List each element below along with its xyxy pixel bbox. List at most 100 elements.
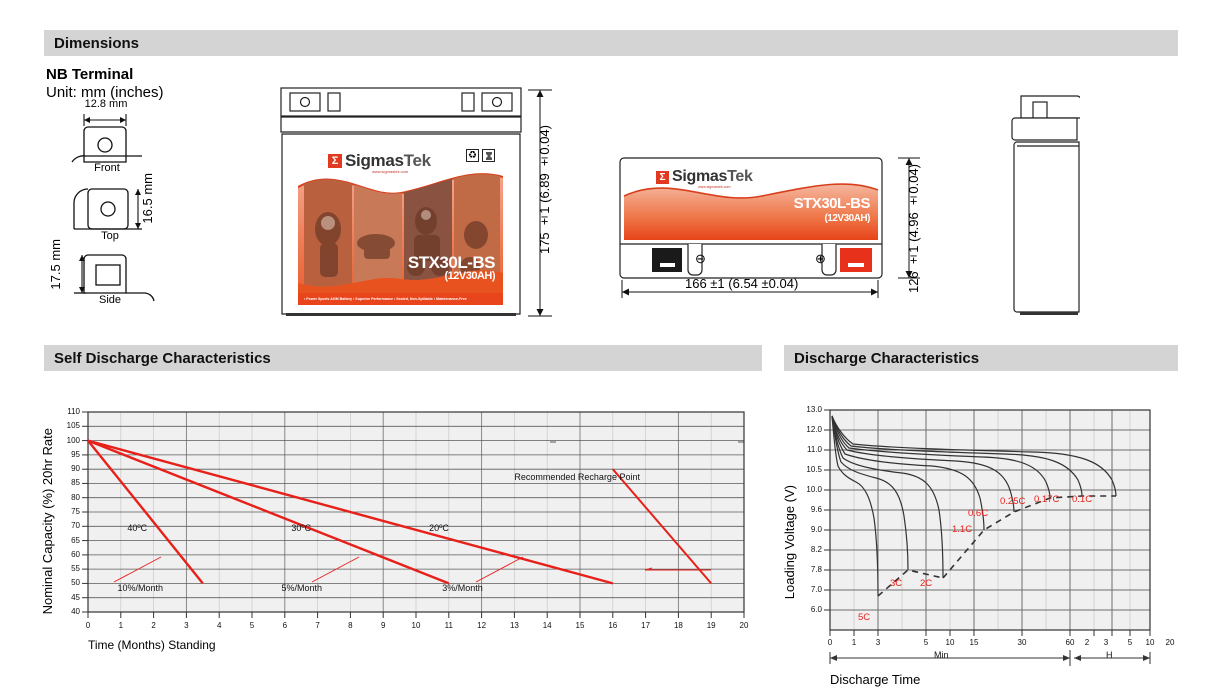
terminal-side-height-label: 17.5 mm — [48, 239, 63, 290]
x-tick-label: 10 — [1145, 638, 1155, 647]
terminal-front-label: Front — [94, 162, 120, 174]
brand-suffix: Tek — [727, 168, 753, 185]
battery-label-front: Σ SigmasTek www.sigmastek.com ♻ STX30L-B… — [298, 143, 503, 305]
y-tick-label: 55 — [71, 564, 80, 574]
y-tick-label: 95 — [71, 449, 80, 459]
battery-front-view: Σ SigmasTek www.sigmastek.com ♻ STX30L-B… — [276, 86, 526, 318]
x-tick-label: 30 — [1017, 638, 1027, 647]
x-tick-label: 4 — [216, 621, 222, 630]
brand-logo: Σ SigmasTek — [328, 151, 431, 171]
terminal-width-label: 12.8 mm — [84, 98, 128, 110]
self-discharge-ylabel: Nominal Capacity (%) 20hr Rate — [40, 428, 55, 615]
x-tick-label: 5 — [923, 638, 929, 647]
x-tick-label: 0 — [827, 638, 833, 647]
depth-dim-label: 126 ±1 (4.96 ±0.04) — [906, 164, 921, 294]
y-tick-label: 80 — [71, 492, 80, 502]
x-tick-label: 18 — [673, 621, 683, 630]
y-tick-label: 6.0 — [810, 605, 822, 614]
x-tick-label: 2 — [151, 621, 156, 630]
chart-annotation: 20ºC — [429, 523, 449, 534]
section-header-discharge: Discharge Characteristics — [784, 345, 1178, 371]
chart-annotation: 10%/Month — [117, 583, 164, 594]
x-tick-label: 5 — [1127, 638, 1133, 647]
recycle-icon: ♻ — [466, 149, 479, 162]
y-tick-label: 7.0 — [810, 585, 822, 594]
chart-annotation: 40ºC — [127, 523, 148, 534]
no-disposal-icon — [482, 149, 495, 162]
y-tick-label: 85 — [71, 478, 80, 488]
discharge-rate-label: 2C — [920, 578, 933, 589]
discharge-chart: 6.0 7.0 7.8 8.2 9.0 9.6 10.0 10.5 11.0 12.0 13.0 0… — [782, 400, 1184, 690]
discharge-rate-label: 0.17C — [1034, 494, 1060, 505]
nb-terminal-title: NB Terminal — [46, 66, 134, 83]
x-unit-min-label: Min — [934, 650, 949, 660]
y-tick-label: 40 — [71, 607, 80, 616]
x-tick-label: 12 — [477, 621, 487, 630]
brand-name: Sigmas — [672, 168, 728, 185]
chart-annotation: Recommended Recharge Point — [514, 471, 640, 482]
battery-label-top: Σ SigmasTek www.sigmastek.com STX30L-BS … — [622, 160, 880, 242]
y-tick-label: 12.0 — [806, 425, 822, 434]
y-tick-label: 10.5 — [806, 465, 822, 474]
terminal-top-label: Top — [101, 230, 119, 242]
x-tick-label: 9 — [380, 621, 386, 630]
battery-model-top: STX30L-BS (12V30AH) — [794, 195, 871, 223]
battery-tagline: • Power Sports AGM Battery • Superior Pe… — [304, 297, 467, 301]
x-tick-label: 60 — [1065, 638, 1075, 647]
y-tick-label: 60 — [71, 549, 80, 559]
battery-model-front: STX30L-BS (12V30AH) — [408, 253, 496, 283]
capacity-text: (12V30AH) — [444, 270, 495, 283]
section-title-discharge: Discharge Characteristics — [794, 349, 980, 367]
x-tick-label: 1 — [851, 638, 857, 647]
sigma-icon: Σ — [328, 154, 342, 168]
y-tick-label: 9.0 — [810, 525, 822, 534]
x-tick-label: 11 — [444, 621, 453, 630]
terminal-top-height-label: 16.5 mm — [140, 173, 155, 224]
height-dim-label: 175 ±1 (6.89 ±0.04) — [537, 125, 552, 255]
y-tick-label: 75 — [71, 507, 80, 516]
discharge-rate-label: 0.1C — [1072, 494, 1093, 505]
x-tick-label: 10 — [945, 638, 955, 647]
y-tick-label: 13.0 — [806, 405, 822, 414]
negative-terminal-symbol: ⊖ — [695, 251, 706, 266]
y-tick-label: 45 — [71, 592, 80, 602]
x-tick-label: 20 — [1165, 638, 1175, 647]
y-tick-label: 70 — [71, 521, 80, 531]
x-tick-label: 15 — [969, 638, 979, 647]
section-title-dimensions: Dimensions — [54, 34, 140, 52]
x-tick-label: 5 — [249, 621, 255, 630]
chart-annotation: 3%/Month — [442, 583, 483, 594]
y-tick-label: 7.8 — [810, 565, 822, 574]
y-tick-label: 50 — [71, 578, 80, 588]
x-tick-label: 14 — [542, 621, 552, 630]
x-tick-label: 3 — [184, 621, 189, 630]
brand-website: www.sigmastek.com — [372, 169, 409, 174]
y-tick-label: 10.0 — [806, 485, 822, 494]
discharge-rate-label: 0.6C — [968, 508, 989, 519]
y-tick-label: 100 — [66, 435, 80, 445]
x-tick-label: 3 — [875, 638, 881, 647]
y-tick-label: 110 — [67, 407, 80, 416]
y-tick-label: 11.0 — [807, 445, 822, 454]
x-tick-label: 19 — [706, 621, 716, 630]
discharge-xlabel: Discharge Time — [830, 672, 921, 687]
sigma-icon: Σ — [656, 170, 669, 184]
x-tick-label: 15 — [575, 621, 585, 630]
x-tick-label: 7 — [315, 621, 320, 630]
battery-top-view: Σ SigmasTek www.sigmastek.com STX30L-BS … — [618, 156, 894, 281]
y-tick-label: 65 — [71, 535, 80, 545]
terminal-diagrams: 12.8 mm Front 16.5 mm Top 17.5 mm Side — [44, 98, 229, 325]
brand-website: www.sigmastek.com — [698, 185, 731, 189]
discharge-rate-label: 0.25C — [1000, 496, 1026, 507]
battery-side-view — [975, 86, 1080, 320]
terminal-side-label: Side — [98, 294, 122, 306]
self-discharge-xlabel: Time (Months) Standing — [88, 638, 216, 652]
unit-label: Unit: mm (inches) — [46, 84, 164, 101]
width-dim-label: 166 ±1 (6.54 ±0.04) — [685, 276, 799, 291]
y-tick-label: 9.6 — [810, 505, 822, 514]
y-tick-label: 90 — [71, 464, 80, 474]
x-tick-label: 13 — [509, 621, 519, 630]
discharge-rate-label: 5C — [858, 612, 871, 623]
x-tick-label: 17 — [641, 621, 651, 630]
